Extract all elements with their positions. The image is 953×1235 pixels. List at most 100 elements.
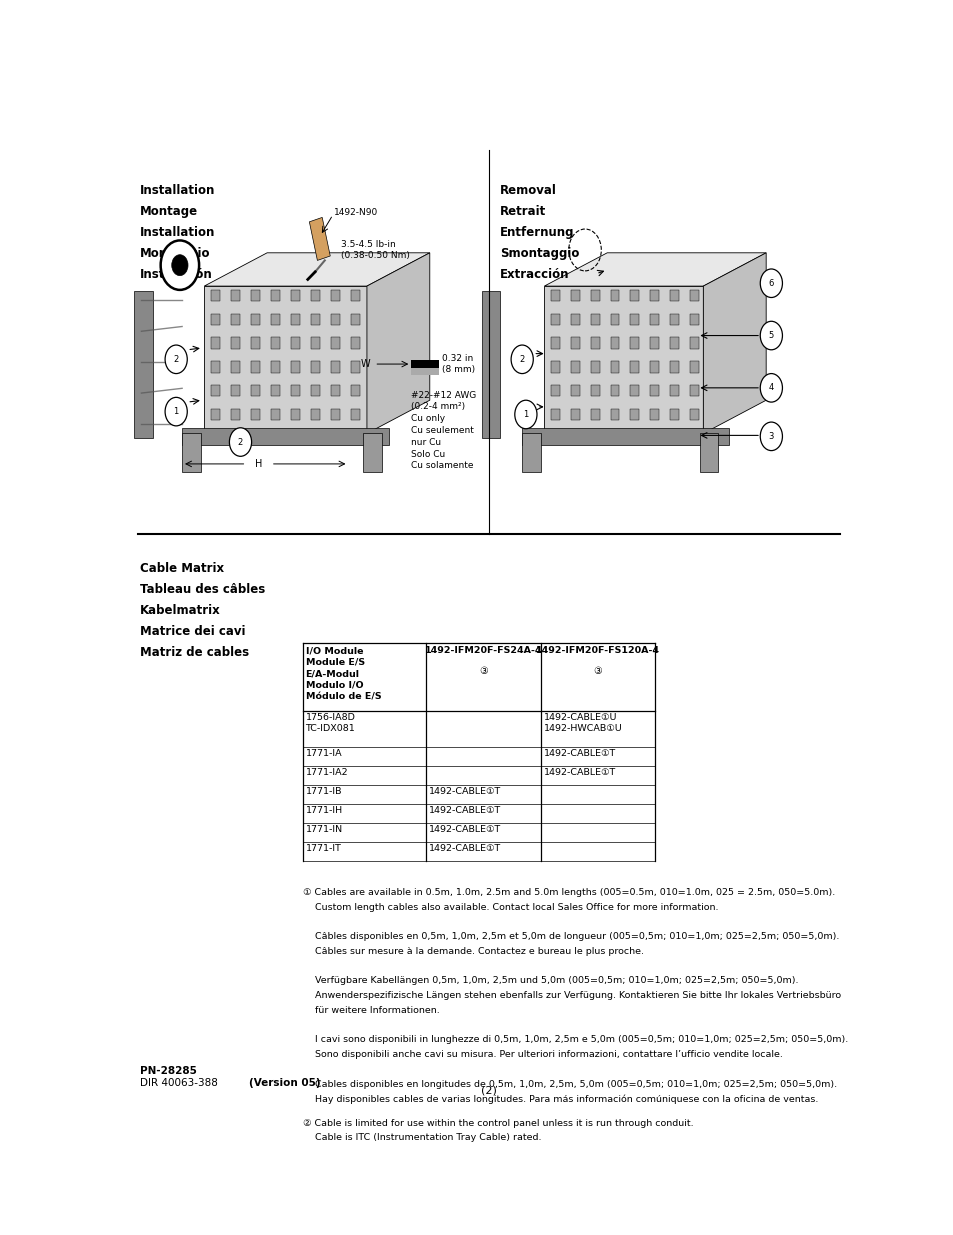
Bar [291, 385, 300, 396]
Text: Instalación: Instalación [140, 268, 213, 282]
Text: Verfügbare Kabellängen 0,5m, 1,0m, 2,5m und 5,0m (005=0,5m; 010=1,0m; 025=2,5m; : Verfügbare Kabellängen 0,5m, 1,0m, 2,5m … [302, 977, 798, 986]
Circle shape [511, 345, 533, 373]
Bar [630, 385, 639, 396]
Text: 1771-IA: 1771-IA [305, 750, 342, 758]
Bar [689, 385, 699, 396]
Bar [669, 409, 679, 420]
Bar [251, 361, 259, 373]
Text: 1492-IFM20F-FS120A-4: 1492-IFM20F-FS120A-4 [536, 646, 659, 656]
Text: Cables disponibles en longitudes de 0,5m, 1,0m, 2,5m, 5,0m (005=0,5m; 010=1,0m; : Cables disponibles en longitudes de 0,5m… [302, 1079, 836, 1089]
Bar [551, 361, 559, 373]
Text: Installation: Installation [140, 184, 215, 198]
Text: #22-#12 AWG
(0.2-4 mm²)
Cu only
Cu seulement
nur Cu
Solo Cu
Cu solamente: #22-#12 AWG (0.2-4 mm²) Cu only Cu seule… [411, 390, 476, 471]
Text: 1771-IA2: 1771-IA2 [305, 768, 348, 777]
Bar [669, 385, 679, 396]
Text: 2: 2 [237, 437, 243, 447]
Bar [570, 385, 579, 396]
Bar [311, 361, 320, 373]
Text: 6: 6 [768, 279, 773, 288]
Text: 1492-CABLE①T: 1492-CABLE①T [429, 845, 500, 853]
Bar [590, 290, 599, 301]
Bar [271, 290, 280, 301]
Text: Montaggio: Montaggio [140, 247, 211, 261]
Polygon shape [367, 253, 429, 433]
Bar [311, 385, 320, 396]
Bar [211, 385, 219, 396]
Polygon shape [204, 253, 429, 287]
Circle shape [760, 321, 781, 350]
Bar [570, 337, 579, 348]
Polygon shape [702, 253, 765, 433]
Text: Cable is ITC (Instrumentation Tray Cable) rated.: Cable is ITC (Instrumentation Tray Cable… [302, 1134, 540, 1142]
Bar [211, 290, 219, 301]
Bar [331, 385, 340, 396]
Bar [630, 290, 639, 301]
Text: H: H [254, 459, 262, 469]
Bar [610, 361, 618, 373]
Bar [570, 409, 579, 420]
Text: 1492-CABLE①T: 1492-CABLE①T [543, 750, 616, 758]
Text: 2: 2 [173, 354, 178, 364]
Bar [630, 337, 639, 348]
Text: 1: 1 [173, 408, 178, 416]
Text: 1492-IFM20F-FS24A-4: 1492-IFM20F-FS24A-4 [424, 646, 541, 656]
Bar [231, 314, 239, 325]
Text: 1756-IA8D
TC-IDX081: 1756-IA8D TC-IDX081 [305, 713, 355, 734]
Polygon shape [544, 287, 702, 433]
Text: für weitere Informationen.: für weitere Informationen. [302, 1007, 439, 1015]
Bar [211, 314, 219, 325]
Text: 1: 1 [522, 410, 528, 419]
Bar [271, 337, 280, 348]
Bar [689, 337, 699, 348]
Bar [650, 314, 659, 325]
Text: Tableau des câbles: Tableau des câbles [140, 583, 265, 595]
Circle shape [760, 373, 781, 403]
Text: 1492-CABLE①T: 1492-CABLE①T [429, 825, 500, 835]
Text: Sono disponibili anche cavi su misura. Per ulteriori informazioni, contattare l’: Sono disponibili anche cavi su misura. P… [302, 1050, 781, 1060]
Bar [650, 361, 659, 373]
Bar [351, 337, 360, 348]
Bar [551, 290, 559, 301]
Bar [551, 337, 559, 348]
Bar [311, 337, 320, 348]
Bar [331, 314, 340, 325]
Bar [309, 217, 330, 261]
Bar [251, 409, 259, 420]
Text: 1492-CABLE①T: 1492-CABLE①T [429, 787, 500, 797]
Text: Câbles disponibles en 0,5m, 1,0m, 2,5m et 5,0m de longueur (005=0,5m; 010=1,0m; : Câbles disponibles en 0,5m, 1,0m, 2,5m e… [302, 932, 838, 941]
Text: (2): (2) [480, 1086, 497, 1095]
Text: Entfernung: Entfernung [499, 226, 574, 240]
Bar [669, 290, 679, 301]
Bar [291, 314, 300, 325]
Bar [689, 361, 699, 373]
Bar [650, 290, 659, 301]
Bar [311, 409, 320, 420]
Bar [590, 409, 599, 420]
Bar [351, 290, 360, 301]
Text: Removal: Removal [499, 184, 557, 198]
Bar [311, 314, 320, 325]
Bar [630, 409, 639, 420]
Circle shape [760, 422, 781, 451]
Bar [231, 337, 239, 348]
Bar [331, 409, 340, 420]
Bar [610, 337, 618, 348]
Bar [590, 361, 599, 373]
Text: Anwenderspezifizische Längen stehen ebenfalls zur Verfügung. Kontaktieren Sie bi: Anwenderspezifizische Längen stehen eben… [302, 992, 840, 1000]
Bar [231, 361, 239, 373]
Text: ③: ③ [593, 667, 601, 677]
Text: 1492-CABLE①T: 1492-CABLE①T [429, 806, 500, 815]
Text: ① Cables are available in 0.5m, 1.0m, 2.5m and 5.0m lengths (005=0.5m, 010=1.0m,: ① Cables are available in 0.5m, 1.0m, 2.… [302, 888, 834, 897]
Text: ② Cable is limited for use within the control panel unless it is run through con: ② Cable is limited for use within the co… [302, 1119, 693, 1128]
Circle shape [760, 269, 781, 298]
Text: 5: 5 [768, 331, 773, 340]
Bar [669, 337, 679, 348]
Text: Hay disponibles cables de varias longitudes. Para más información comúniquese co: Hay disponibles cables de varias longitu… [302, 1094, 817, 1104]
Circle shape [229, 427, 252, 456]
Bar [630, 314, 639, 325]
Bar [251, 314, 259, 325]
Bar [590, 337, 599, 348]
Text: Custom length cables also available. Contact local Sales Office for more informa: Custom length cables also available. Con… [302, 903, 718, 911]
Bar [271, 385, 280, 396]
Bar [291, 409, 300, 420]
